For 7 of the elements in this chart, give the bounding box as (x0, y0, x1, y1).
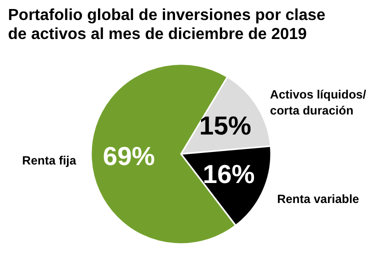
data-label: 69% (102, 140, 155, 171)
slice-label: Renta variable (277, 192, 360, 206)
data-label: 16% (202, 159, 255, 190)
data-label: 15% (199, 110, 252, 140)
slice-label: Activos líquidos/ corta duración (270, 88, 367, 118)
chart-title: Portafolio global de inversiones por clase de activos al mes de diciembre de 2019 (8, 7, 326, 43)
slice-label: Renta fija (22, 153, 76, 168)
